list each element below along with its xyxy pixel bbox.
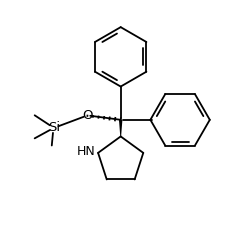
Polygon shape: [119, 120, 122, 136]
Text: HN: HN: [76, 145, 95, 158]
Text: O: O: [82, 109, 93, 122]
Text: Si: Si: [48, 121, 60, 134]
